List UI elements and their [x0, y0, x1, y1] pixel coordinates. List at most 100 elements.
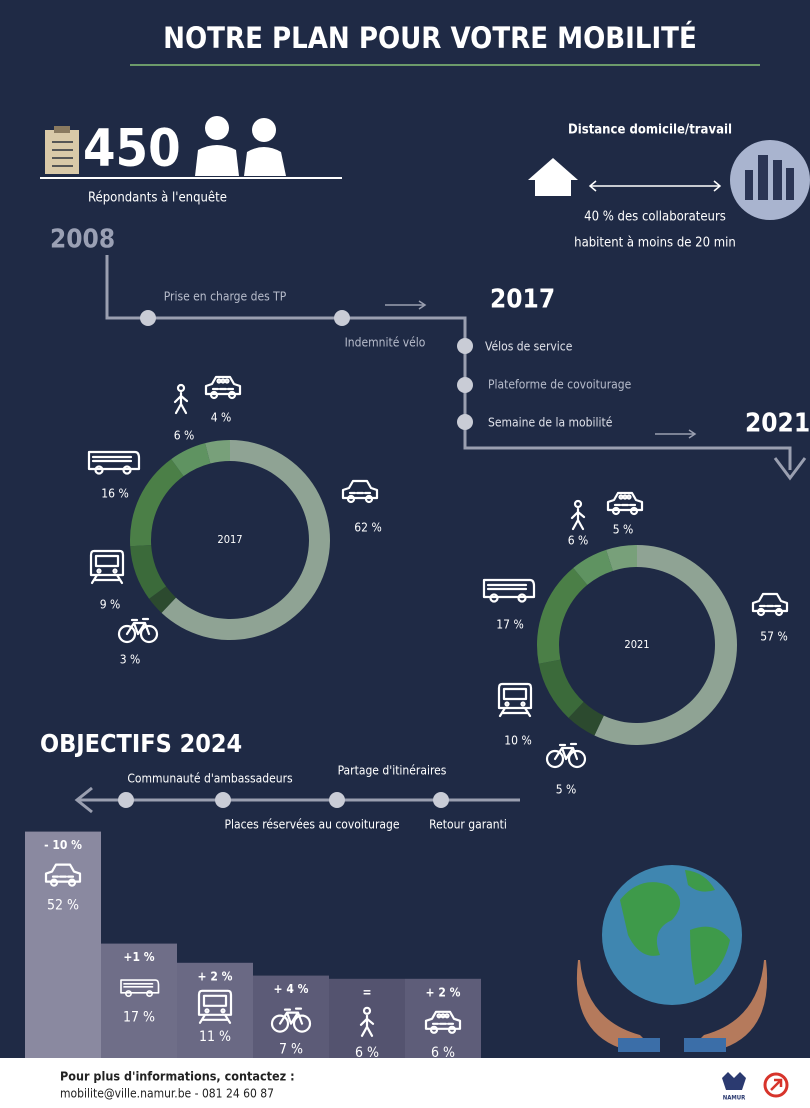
icon-part — [139, 624, 159, 644]
donut-value-label: 6 % — [568, 534, 589, 548]
timeline-hint-arrows — [385, 300, 697, 439]
donut-value-label: 17 % — [496, 618, 523, 632]
icon-part — [209, 390, 219, 400]
footer-heading: Pour plus d'informations, contactez : — [60, 1069, 295, 1084]
objective-change: = — [362, 985, 371, 999]
icon-part — [176, 383, 186, 393]
icon-part — [67, 878, 77, 887]
objectives-dots — [118, 792, 449, 808]
icon-part — [49, 878, 59, 887]
donut-segment — [130, 544, 167, 599]
icon-part — [626, 494, 632, 500]
title: NOTRE PLAN POUR VOTRE MOBILITÉ — [163, 21, 697, 55]
distance-title: Distance domicile/travail — [568, 123, 732, 138]
donut-center-label: 2021 — [624, 638, 649, 651]
donut-segment — [537, 567, 588, 664]
icon-part — [570, 507, 586, 531]
bike-icon — [117, 617, 159, 644]
icon-part — [341, 479, 379, 500]
donut-value-label: 6 % — [174, 429, 195, 443]
icon-part — [498, 706, 532, 718]
car-icon — [751, 592, 789, 617]
icon-part — [89, 549, 125, 577]
icon-part — [224, 378, 230, 384]
icon-part — [96, 568, 102, 574]
donut-segment — [538, 659, 584, 718]
donut-segment — [161, 440, 331, 641]
covoit-icon — [606, 491, 644, 516]
donut-segment — [573, 549, 613, 585]
donut-center-label: 2017 — [217, 533, 242, 546]
timeline-step: Plateforme de covoiturage — [488, 378, 632, 392]
icon-part — [91, 455, 133, 463]
objective-change: - 10 % — [44, 838, 82, 852]
clipboard-icon — [45, 126, 79, 174]
icon-part — [553, 742, 579, 761]
icon-part — [227, 390, 237, 400]
objective-bar — [101, 943, 177, 1058]
icon-part — [112, 568, 118, 574]
icon-part — [125, 990, 132, 998]
bike-icon — [270, 1007, 312, 1033]
donut-segment — [594, 545, 737, 745]
icon-part — [606, 491, 644, 512]
objective-bar — [177, 962, 253, 1058]
donut-segment — [568, 701, 604, 736]
objective-bar — [25, 831, 101, 1058]
donut-value-label: 10 % — [504, 734, 531, 748]
bus-icon — [482, 578, 536, 603]
distance-line: habitent à moins de 20 min — [574, 236, 736, 251]
objective-change: + 2 % — [426, 985, 461, 999]
icon-part — [125, 617, 151, 636]
icon-part — [611, 506, 621, 516]
objective-action: Places réservées au covoiturage — [224, 818, 399, 832]
icon-part — [520, 701, 526, 707]
icon-part — [146, 990, 153, 998]
footer-background — [0, 1058, 810, 1108]
objective-action: Communauté d'ambassadeurs — [127, 772, 293, 786]
icon-part — [359, 1014, 375, 1037]
objective-value-label: 7 % — [279, 1042, 303, 1058]
covoit-icon — [204, 375, 242, 400]
icon-part — [504, 701, 510, 707]
donut-value-label: 57 % — [760, 630, 787, 644]
icon-part — [270, 1014, 290, 1033]
objective-bar — [253, 975, 329, 1058]
train-icon — [197, 989, 233, 1024]
objective-change: + 2 % — [198, 969, 233, 983]
objective-value-label: 17 % — [123, 1010, 155, 1026]
icon-part — [202, 994, 228, 1007]
train-icon — [497, 682, 533, 718]
icon-part — [117, 624, 137, 644]
donut-value-label: 3 % — [120, 653, 141, 667]
objective-value-label: 11 % — [199, 1029, 231, 1045]
car-icon — [341, 479, 379, 504]
icon-part — [567, 749, 587, 769]
icon-part — [204, 1008, 210, 1014]
donut-segment — [130, 459, 184, 547]
icon-part — [278, 1007, 304, 1025]
objective-value-label: 6 % — [431, 1045, 455, 1061]
icon-part — [424, 1010, 462, 1030]
icon-part — [444, 1013, 450, 1019]
respondent-count: 450 — [83, 119, 181, 179]
icon-part — [489, 593, 499, 603]
logo-text: NAMUR — [723, 1095, 746, 1102]
icon-part — [346, 494, 356, 504]
respondent-label: Répondants à l'enquête — [88, 191, 227, 206]
icon-part — [364, 494, 374, 504]
icon-part — [292, 1014, 312, 1033]
walk-icon — [359, 1006, 375, 1037]
donut-value-label: 5 % — [556, 783, 577, 797]
timeline-step: Semaine de la mobilité — [488, 416, 613, 430]
icon-part — [94, 554, 120, 568]
donut-value-label: 5 % — [613, 523, 634, 537]
car-icon — [44, 863, 82, 887]
distance-line: 40 % des collaborateurs — [584, 210, 726, 225]
donut-value-label: 62 % — [354, 521, 381, 535]
namur-logo: NAMUR — [722, 1072, 746, 1102]
bike-icon — [545, 742, 587, 769]
objective-action: Retour garanti — [429, 818, 507, 832]
icon-part — [220, 1008, 226, 1014]
timeline-step: Prise en charge des TP — [164, 290, 287, 304]
